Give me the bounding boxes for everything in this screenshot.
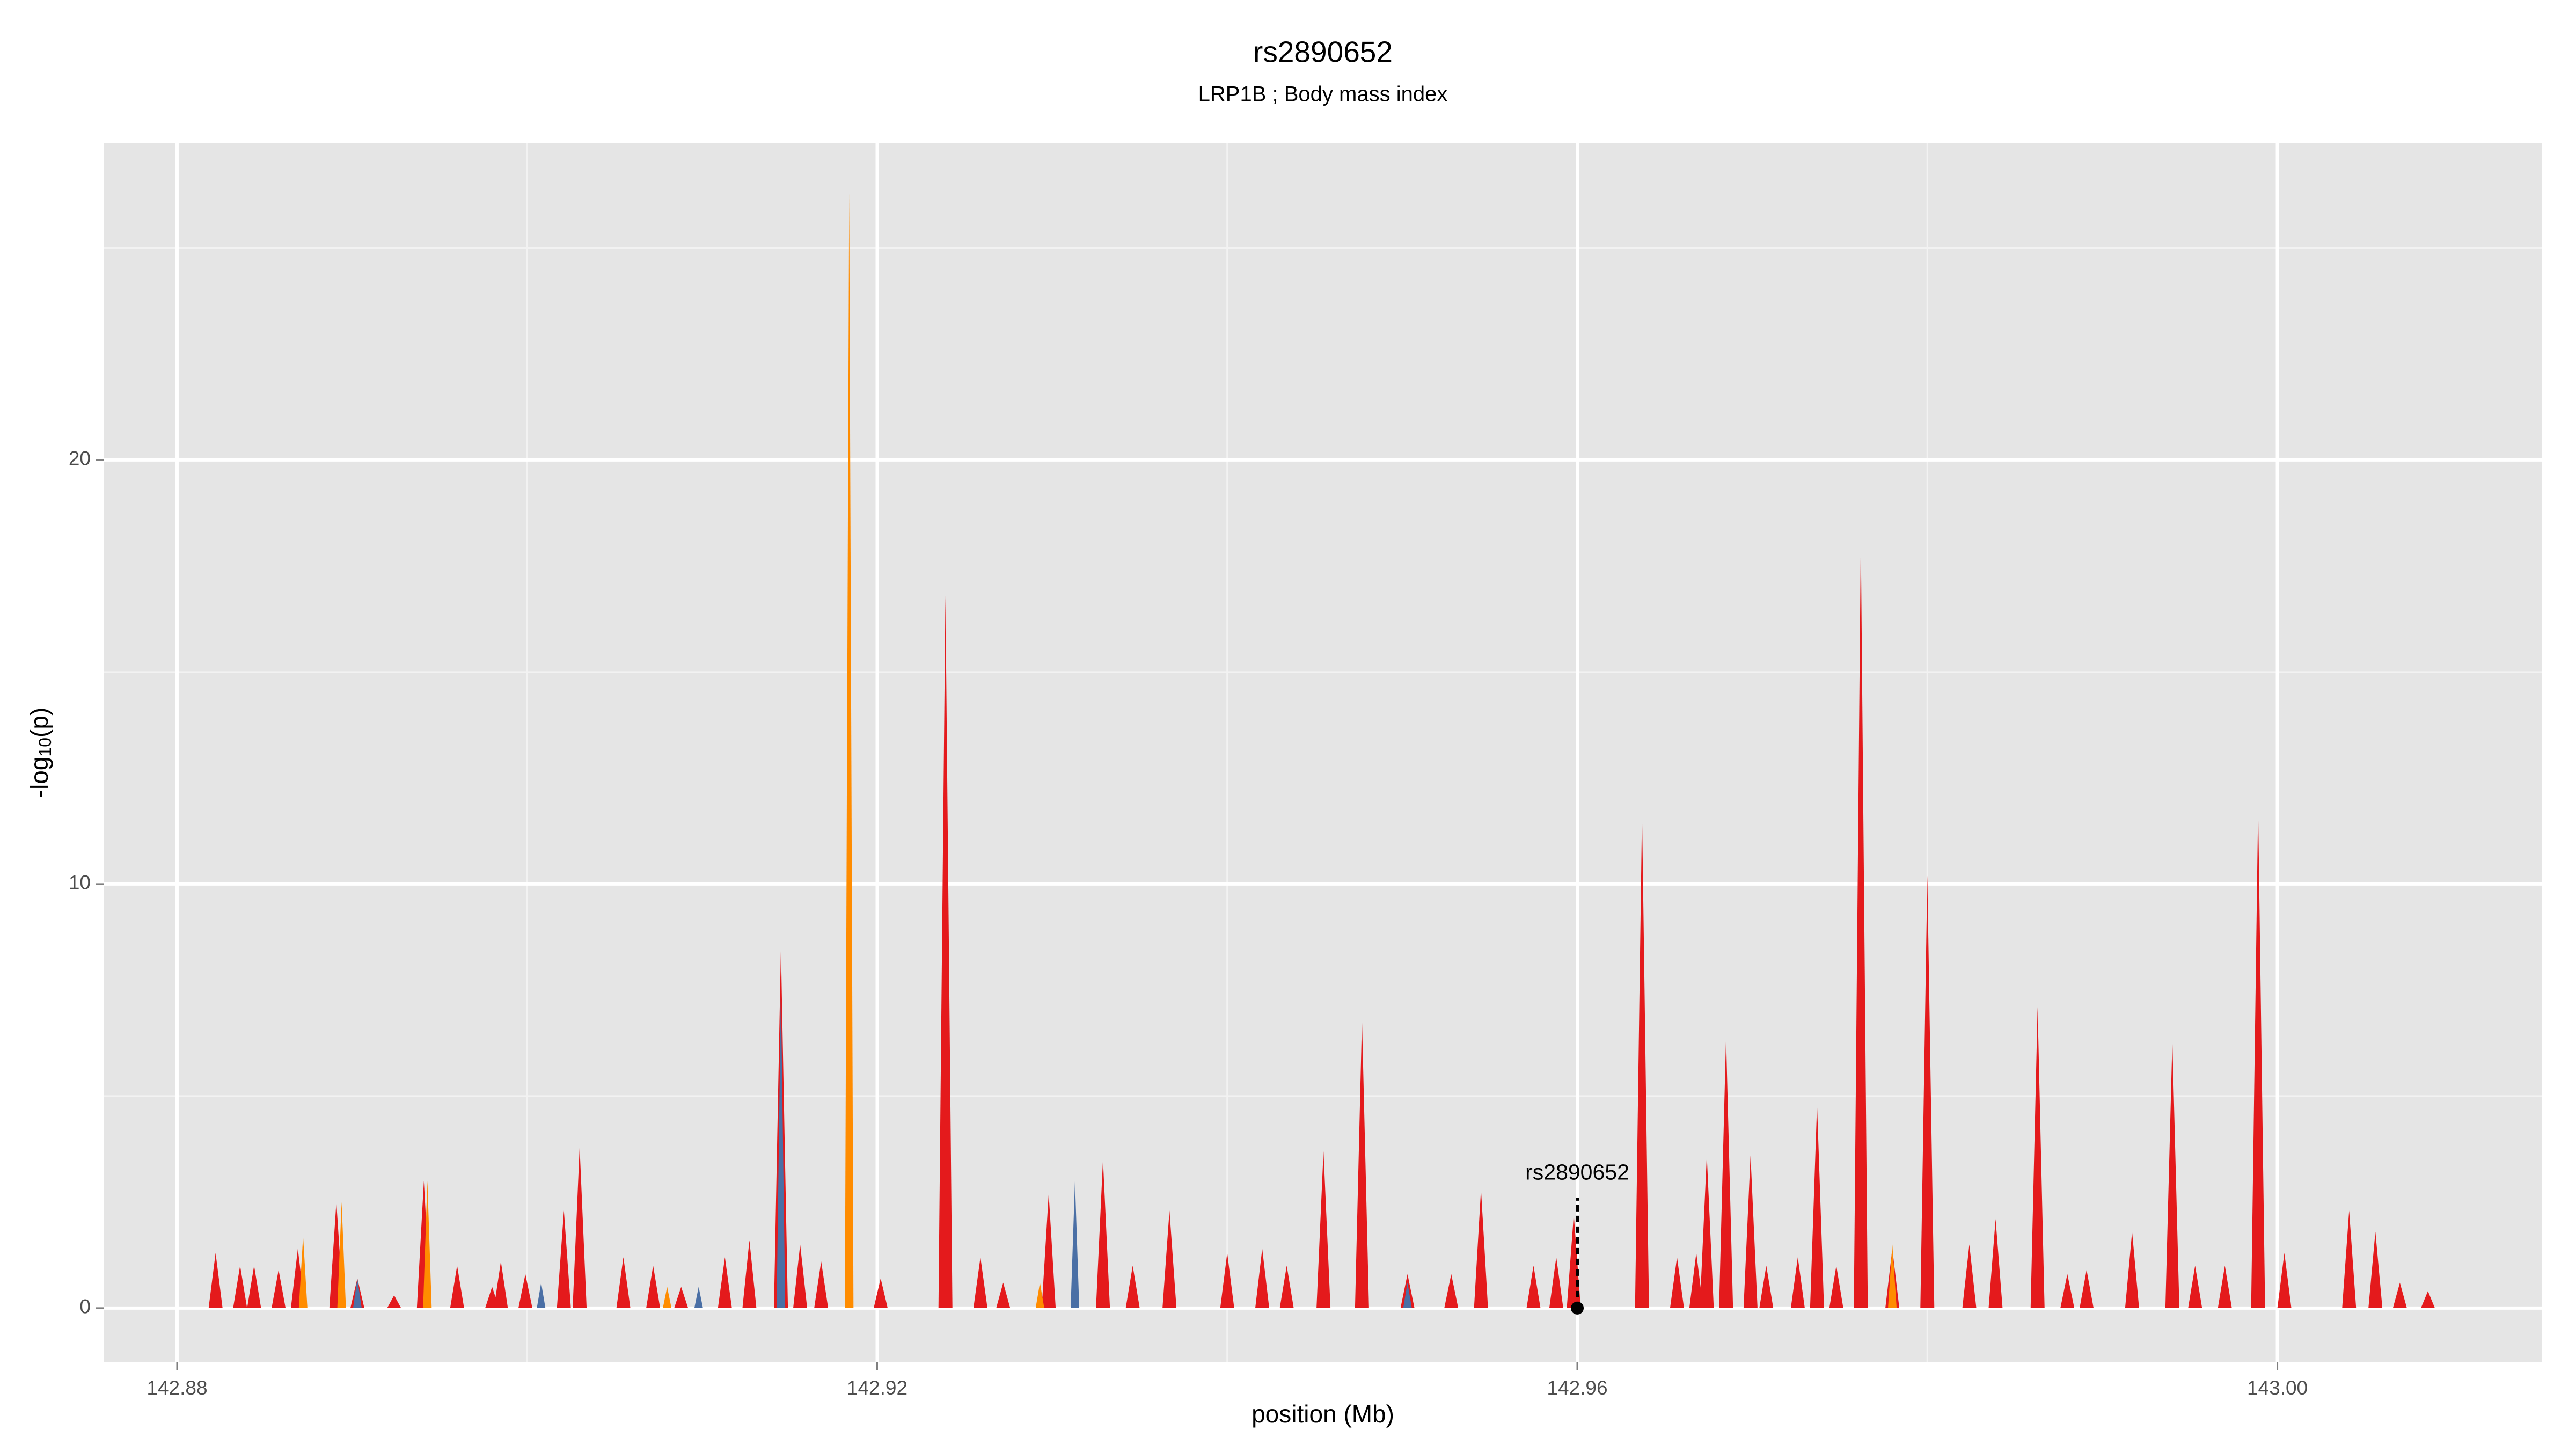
y-axis-label: -log10(p) <box>25 707 55 798</box>
spike <box>1316 1151 1331 1308</box>
spike <box>874 1278 888 1308</box>
spike <box>573 1147 587 1308</box>
spike <box>1920 875 1935 1308</box>
spike <box>272 1269 286 1308</box>
spike <box>845 193 854 1308</box>
spike <box>2060 1274 2075 1308</box>
spike <box>646 1265 661 1308</box>
spike <box>663 1287 672 1308</box>
annotation-point <box>1571 1301 1584 1315</box>
spike <box>2368 1231 2383 1308</box>
spike <box>518 1274 532 1308</box>
spike <box>208 1253 223 1308</box>
spike <box>1526 1265 1541 1308</box>
spike <box>996 1282 1011 1308</box>
spike <box>2251 807 2265 1308</box>
spike <box>1474 1189 1488 1308</box>
spike <box>1096 1159 1110 1308</box>
spike <box>1810 1104 1824 1308</box>
spike <box>674 1287 689 1308</box>
spike <box>1635 812 1649 1308</box>
marks <box>208 193 2435 1308</box>
spike <box>938 595 953 1308</box>
chart-subtitle: LRP1B ; Body mass index <box>1198 83 1448 106</box>
spike <box>1829 1265 1843 1308</box>
spike <box>1162 1210 1177 1308</box>
chart-title: rs2890652 <box>1253 35 1393 69</box>
spike <box>1670 1257 1684 1308</box>
x-tick-label: 142.88 <box>147 1377 207 1399</box>
spike <box>1790 1257 1805 1308</box>
spike <box>1403 1282 1412 1308</box>
spike <box>742 1240 757 1308</box>
spike <box>1888 1244 1897 1308</box>
spike <box>2392 1282 2407 1308</box>
y-label-suffix: (p) <box>25 707 53 738</box>
spike <box>1854 536 1868 1308</box>
spike <box>1279 1265 1294 1308</box>
annotation-label: rs2890652 <box>1525 1159 1629 1184</box>
spike <box>1689 1253 1703 1308</box>
y-tick-label: 10 <box>69 872 91 894</box>
spike <box>1759 1265 1774 1308</box>
spike <box>1255 1249 1269 1308</box>
spike <box>1700 1155 1714 1308</box>
spike <box>2342 1210 2357 1308</box>
spike <box>2125 1231 2139 1308</box>
spike <box>353 1278 362 1308</box>
spike <box>2030 1006 2045 1308</box>
spike <box>337 1202 346 1308</box>
y-label-prefix: -log <box>25 757 53 798</box>
spike <box>1719 1037 1733 1308</box>
spike <box>2165 1041 2179 1308</box>
spike <box>1444 1274 1459 1308</box>
spike <box>2421 1291 2435 1308</box>
spike <box>2277 1253 2292 1308</box>
spike <box>777 990 786 1308</box>
spike <box>694 1287 703 1308</box>
spike <box>247 1265 261 1308</box>
x-tick-label: 142.92 <box>847 1377 908 1399</box>
y-tick-label: 0 <box>79 1296 91 1318</box>
spike <box>1988 1218 2003 1308</box>
spike <box>494 1261 508 1308</box>
spike <box>1743 1155 1758 1308</box>
spike <box>557 1210 571 1308</box>
spike <box>1071 1180 1080 1308</box>
spike <box>2080 1269 2094 1308</box>
spike <box>1355 1019 1369 1308</box>
spike <box>2218 1265 2232 1308</box>
y-tick-label: 20 <box>69 448 91 470</box>
spike <box>973 1257 987 1308</box>
spike <box>1042 1193 1056 1308</box>
spike <box>1035 1282 1044 1308</box>
y-label-subscript: 10 <box>35 738 55 757</box>
spike <box>616 1257 631 1308</box>
spike <box>718 1257 732 1308</box>
spike <box>814 1261 829 1308</box>
spike <box>387 1295 401 1308</box>
spike <box>1220 1253 1234 1308</box>
spike <box>423 1180 432 1308</box>
spike <box>1549 1257 1563 1308</box>
x-axis-label: position (Mb) <box>1252 1400 1394 1428</box>
spike <box>298 1236 308 1308</box>
x-tick-label: 142.96 <box>1547 1377 1607 1399</box>
spike <box>1125 1265 1140 1308</box>
spike <box>793 1244 807 1308</box>
spike <box>1962 1244 1977 1308</box>
x-tick-label: 143.00 <box>2247 1377 2308 1399</box>
spike <box>450 1265 464 1308</box>
spike <box>233 1265 247 1308</box>
spike <box>537 1282 546 1308</box>
spike <box>2188 1265 2202 1308</box>
panel-background <box>104 143 2542 1362</box>
